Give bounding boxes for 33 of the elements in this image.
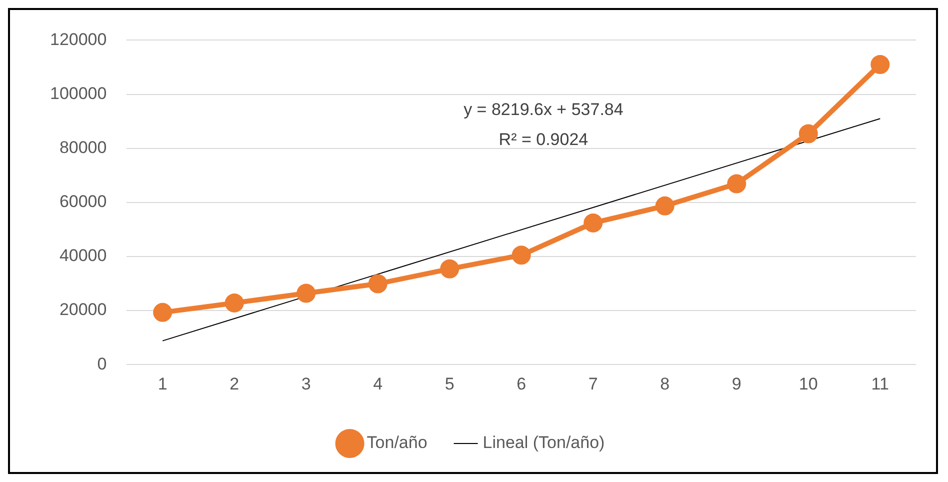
x-tick-label: 6	[516, 374, 526, 394]
point	[655, 196, 674, 216]
y-tick-label: 100000	[50, 84, 107, 103]
x-tick-label: 5	[444, 374, 454, 394]
point	[870, 55, 890, 74]
point	[512, 246, 531, 265]
point	[440, 259, 460, 278]
x-tick-label: 11	[871, 374, 889, 394]
x-tick-label: 4	[373, 374, 383, 394]
point	[296, 284, 316, 303]
x-tick-label: 3	[301, 374, 311, 394]
annotation: y = 8219.6x + 537.84	[464, 100, 624, 119]
x-tick-label: 10	[798, 374, 818, 394]
annotation: R² = 0.9024	[498, 130, 588, 149]
y-tick-label: 0	[97, 354, 107, 374]
point	[584, 213, 603, 232]
point	[368, 274, 388, 294]
y-tick-label: 60000	[59, 192, 107, 212]
y-tick-label: 120000	[50, 30, 107, 49]
legend-label: Lineal (Ton/año)	[482, 433, 605, 452]
x-tick-label: 9	[732, 374, 742, 394]
y-tick-label: 20000	[59, 300, 107, 320]
y-tick-label: 80000	[59, 138, 107, 158]
point	[153, 302, 172, 322]
y-tick-label: 40000	[59, 246, 107, 266]
x-tick-label: 1	[158, 374, 168, 394]
x-tick-label: 7	[588, 374, 598, 394]
point	[224, 293, 244, 312]
point	[798, 124, 818, 144]
x-tick-label: 8	[660, 374, 670, 394]
x-tick-label: 2	[230, 374, 240, 394]
point	[727, 174, 746, 194]
legend-label: Ton/año	[366, 433, 428, 452]
